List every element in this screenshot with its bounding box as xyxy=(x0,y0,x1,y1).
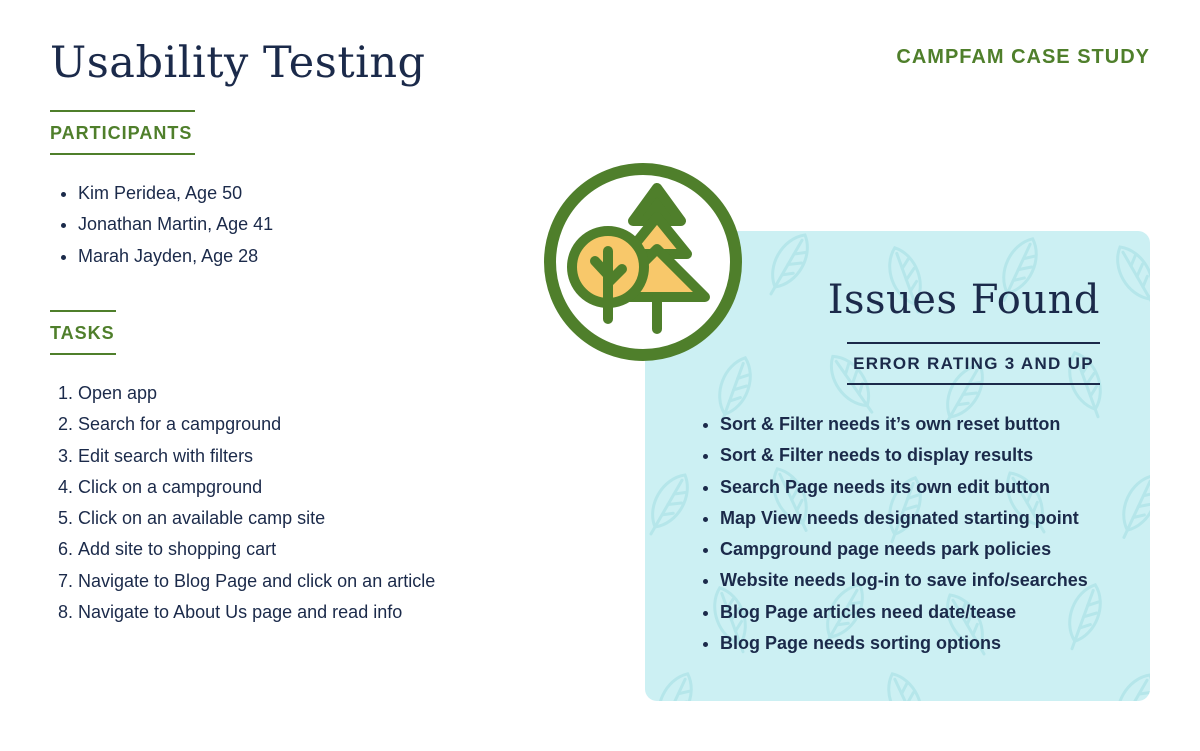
trees-logo-icon xyxy=(544,163,742,361)
page-title: Usability Testing xyxy=(50,38,426,88)
list-item: Campground page needs park policies xyxy=(720,534,1088,565)
list-item: Marah Jayden, Age 28 xyxy=(78,241,273,272)
list-item: Sort & Filter needs to display results xyxy=(720,440,1088,471)
participants-heading: PARTICIPANTS xyxy=(50,110,195,155)
issues-subtitle: ERROR RATING 3 AND UP xyxy=(847,342,1100,385)
issues-panel: Issues Found ERROR RATING 3 AND UP Sort … xyxy=(645,231,1150,701)
issues-list: Sort & Filter needs it’s own reset butto… xyxy=(702,409,1088,659)
list-item: Kim Peridea, Age 50 xyxy=(78,178,273,209)
list-item: Jonathan Martin, Age 41 xyxy=(78,209,273,240)
list-item: Open app xyxy=(78,378,435,409)
list-item: Navigate to Blog Page and click on an ar… xyxy=(78,566,435,597)
list-item: Search for a campground xyxy=(78,409,435,440)
list-item: Sort & Filter needs it’s own reset butto… xyxy=(720,409,1088,440)
list-item: Search Page needs its own edit button xyxy=(720,472,1088,503)
tasks-heading: TASKS xyxy=(50,310,116,355)
list-item: Blog Page needs sorting options xyxy=(720,628,1088,659)
brand-label: CAMPFAM CASE STUDY xyxy=(896,46,1150,68)
list-item: Edit search with filters xyxy=(78,441,435,472)
list-item: Map View needs designated starting point xyxy=(720,503,1088,534)
list-item: Click on a campground xyxy=(78,472,435,503)
tasks-list: Open app Search for a campground Edit se… xyxy=(50,378,435,628)
issues-title: Issues Found xyxy=(827,277,1100,323)
list-item: Click on an available camp site xyxy=(78,503,435,534)
list-item: Blog Page articles need date/tease xyxy=(720,597,1088,628)
list-item: Navigate to About Us page and read info xyxy=(78,597,435,628)
list-item: Add site to shopping cart xyxy=(78,534,435,565)
list-item: Website needs log-in to save info/search… xyxy=(720,565,1088,596)
participants-list: Kim Peridea, Age 50 Jonathan Martin, Age… xyxy=(50,178,273,272)
